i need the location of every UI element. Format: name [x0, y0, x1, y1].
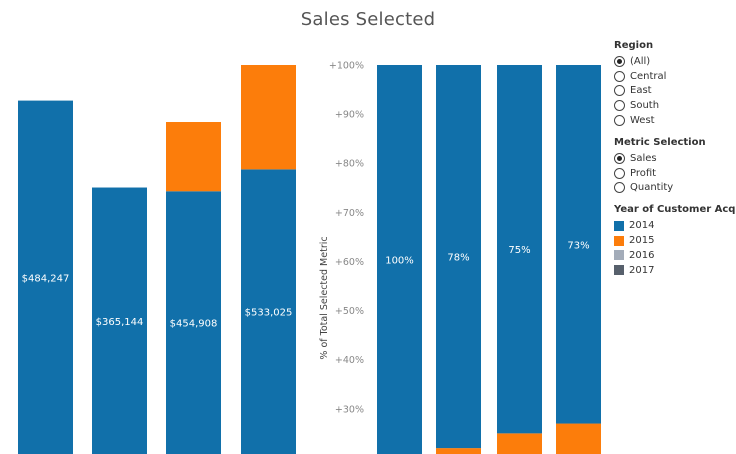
- radio-icon[interactable]: [614, 115, 625, 127]
- legend-swatch: [614, 235, 624, 246]
- y-tick-label: +40%: [335, 355, 364, 366]
- radio-icon[interactable]: [614, 167, 625, 179]
- metric-option-label: Sales: [630, 152, 657, 164]
- legend-item[interactable]: 2014: [614, 218, 736, 233]
- metric-filter: Metric Selection Sales Profit Quantity: [614, 137, 736, 195]
- color-legend: Year of Customer Acquisi... 2014 2015 2016…: [614, 204, 736, 277]
- bar-data-label: $365,144: [96, 317, 144, 328]
- color-legend-title: Year of Customer Acquisi...: [614, 204, 736, 216]
- metric-filter-title: Metric Selection: [614, 136, 706, 148]
- legend-swatch: [614, 220, 624, 231]
- region-option[interactable]: Central: [614, 69, 736, 84]
- bar-data-label: 73%: [567, 240, 589, 251]
- region-filter: Region (All) Central East South West: [614, 40, 736, 128]
- bar-data-label: 100%: [385, 256, 414, 267]
- region-option-label: (All): [630, 55, 651, 67]
- sales-bar-chart: $484,247 $365,144 $454,908 $533,025: [18, 65, 296, 454]
- legend-item-label: 2014: [629, 220, 655, 232]
- radio-icon[interactable]: [614, 55, 625, 67]
- radio-icon[interactable]: [614, 152, 625, 164]
- region-option-label: West: [630, 115, 655, 127]
- region-option-label: Central: [630, 70, 667, 82]
- region-option-label: East: [630, 85, 652, 97]
- legend-swatch: [614, 250, 624, 261]
- y-tick-label: +80%: [335, 159, 364, 170]
- metric-option-label: Profit: [630, 167, 657, 179]
- charts-area: $484,247 $365,144 $454,908 $533,025 100% 78%…: [18, 61, 601, 454]
- legend-item-label: 2015: [629, 235, 655, 247]
- bar-segment: [556, 65, 601, 424]
- legend-item[interactable]: 2016: [614, 248, 736, 263]
- legend-item[interactable]: 2017: [614, 263, 736, 278]
- bar-data-label: 75%: [508, 245, 530, 256]
- bar-segment: [241, 65, 296, 170]
- radio-icon[interactable]: [614, 85, 625, 97]
- bar-data-label: $484,247: [22, 273, 70, 284]
- legend-item[interactable]: 2015: [614, 233, 736, 248]
- radio-icon[interactable]: [614, 182, 625, 194]
- bar-segment: [497, 433, 542, 454]
- region-option[interactable]: West: [614, 113, 736, 128]
- legend-item-label: 2016: [629, 249, 655, 261]
- bar-segment: [497, 65, 542, 434]
- chart-title: Sales Selected: [300, 9, 436, 30]
- bar-segment: [18, 100, 73, 454]
- y-tick-label: +70%: [335, 208, 364, 219]
- radio-icon[interactable]: [614, 100, 625, 112]
- region-filter-title: Region: [614, 40, 654, 51]
- legend-swatch: [614, 265, 624, 276]
- region-option[interactable]: East: [614, 84, 736, 99]
- bar-segment: [92, 187, 147, 454]
- radio-icon[interactable]: [614, 70, 625, 82]
- metric-option[interactable]: Sales: [614, 151, 736, 166]
- metric-option[interactable]: Profit: [614, 166, 736, 181]
- y-axis-title: % of Total Selected Metric: [319, 236, 330, 359]
- legend-item-label: 2017: [629, 264, 655, 276]
- bar-segment: [556, 423, 601, 454]
- bar-segment: [166, 191, 221, 454]
- region-option[interactable]: South: [614, 98, 736, 113]
- bar-segment: [436, 65, 481, 449]
- bar-data-label: $454,908: [170, 319, 218, 330]
- bar-data-label: 78%: [447, 253, 469, 264]
- metric-option[interactable]: Quantity: [614, 181, 736, 196]
- bar-data-label: $533,025: [245, 308, 293, 319]
- percent-bar-chart: 100% 78% 75% 73% +30% +40% +50% +60% +70% +80% +90…: [319, 61, 601, 454]
- bar-segment: [436, 448, 481, 454]
- region-option[interactable]: (All): [614, 54, 736, 69]
- bar-segment: [377, 65, 422, 454]
- bar-segment: [166, 122, 221, 192]
- filter-panel: Region (All) Central East South West Metric …: [614, 40, 736, 287]
- y-tick-label: +50%: [335, 306, 364, 317]
- y-tick-label: +30%: [335, 404, 364, 415]
- y-tick-label: +60%: [335, 257, 364, 268]
- bar-segment: [241, 169, 296, 454]
- y-tick-label: +90%: [335, 110, 364, 121]
- y-tick-label: +100%: [329, 61, 364, 72]
- region-option-label: South: [630, 100, 660, 112]
- metric-option-label: Quantity: [630, 182, 674, 194]
